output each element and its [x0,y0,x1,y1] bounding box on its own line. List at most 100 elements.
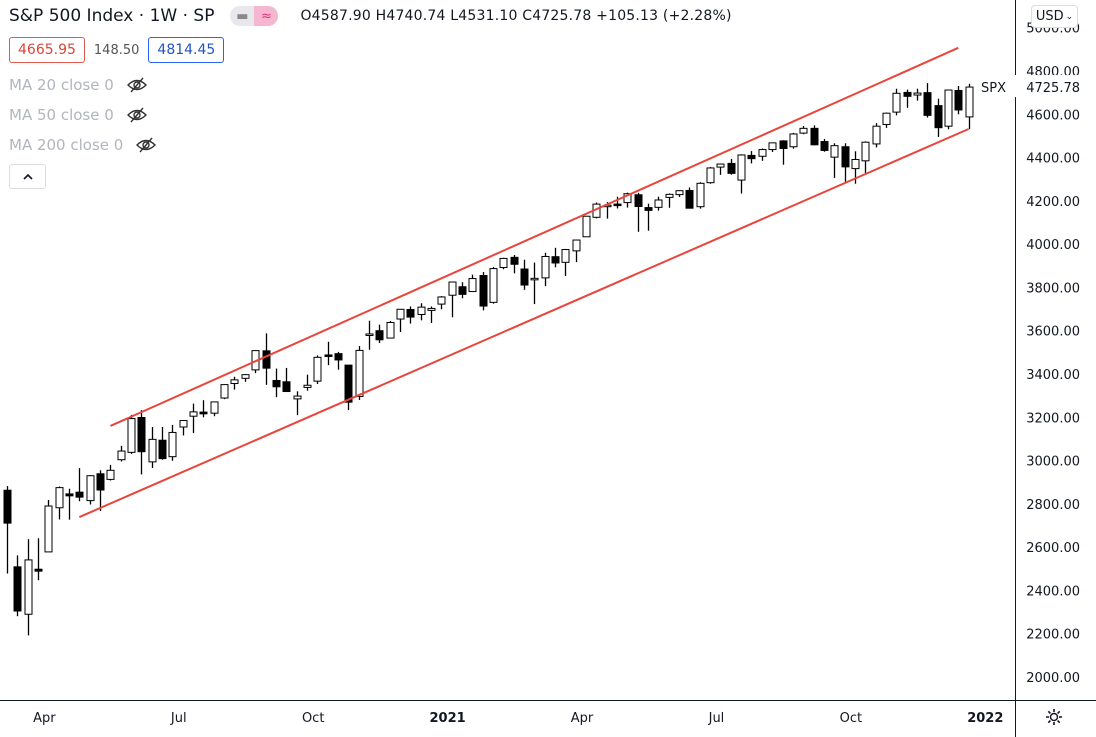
candle[interactable] [417,306,426,315]
buy-price-button[interactable]: 4814.45 [148,37,225,63]
candle[interactable] [644,207,653,211]
candle[interactable] [427,307,436,311]
currency-select[interactable]: USD ⌄ [1031,5,1078,28]
candle[interactable] [551,256,560,264]
candle[interactable] [24,559,33,615]
candle[interactable] [230,379,239,385]
approx-icon[interactable]: ≈ [254,6,279,26]
candle[interactable] [861,141,870,162]
candle[interactable] [344,364,353,403]
candle[interactable] [220,384,229,399]
candle[interactable] [716,163,725,168]
candle[interactable] [727,162,736,174]
candle[interactable] [665,193,674,198]
symbol-title[interactable]: S&P 500 Index · 1W · SP [9,6,215,26]
candle[interactable] [65,493,74,497]
candle[interactable] [634,194,643,207]
candle[interactable] [882,112,891,125]
candle[interactable] [75,491,84,498]
candle[interactable] [148,438,157,463]
candle[interactable] [613,203,622,207]
candle[interactable] [158,439,167,460]
candle[interactable] [44,505,53,553]
candle[interactable] [334,353,343,361]
candle[interactable] [872,125,881,145]
candle[interactable] [3,489,12,524]
candle[interactable] [696,182,705,208]
candle[interactable] [675,190,684,196]
candle[interactable] [199,411,208,415]
candle[interactable] [561,249,570,263]
candle[interactable] [520,268,529,286]
candle[interactable] [768,142,777,151]
channel-trendline[interactable] [109,46,959,427]
minus-icon[interactable]: ▬ [236,8,249,24]
candle[interactable] [572,239,581,252]
candle[interactable] [965,86,974,118]
candle[interactable] [406,309,415,318]
candle[interactable] [468,278,477,293]
candle[interactable] [779,140,788,149]
candle[interactable] [168,431,177,458]
candle[interactable] [355,349,364,398]
candle[interactable] [789,133,798,148]
candle[interactable] [623,193,632,204]
sell-price-button[interactable]: 4665.95 [9,37,85,63]
channel-trendline[interactable] [78,128,970,518]
candle[interactable] [499,257,508,269]
candle[interactable] [189,411,198,417]
candle[interactable] [913,92,922,96]
candle[interactable] [293,395,302,400]
candle[interactable] [541,255,550,279]
candle[interactable] [510,256,519,265]
candle[interactable] [654,199,663,208]
candle[interactable] [747,154,756,160]
indicator-ma[interactable]: MA 200 close 0 [9,136,157,154]
candle[interactable] [386,321,395,339]
candle[interactable] [437,296,446,305]
candle[interactable] [892,92,901,113]
candle[interactable] [272,379,281,388]
settings-gear-icon[interactable] [1044,707,1064,727]
candle[interactable] [241,374,250,379]
candle[interactable] [458,286,467,295]
candle[interactable] [303,384,312,388]
candle[interactable] [810,127,819,146]
candle[interactable] [210,401,219,414]
candle[interactable] [448,281,457,296]
indicator-ma[interactable]: MA 50 close 0 [9,106,148,124]
candle[interactable] [313,356,322,382]
candle[interactable] [830,145,839,158]
candle[interactable] [799,127,808,134]
candle[interactable] [137,417,146,453]
chart-mode-toggle[interactable]: ▬ ≈ [230,6,279,26]
candle[interactable] [934,105,943,129]
candle[interactable] [489,268,498,303]
eye-off-icon[interactable] [126,77,148,93]
candle[interactable] [365,333,374,336]
candle[interactable] [106,469,115,480]
candle[interactable] [55,487,64,509]
eye-off-icon[interactable] [135,137,157,153]
candle[interactable] [324,354,333,357]
collapse-legend-button[interactable] [9,164,46,189]
candle[interactable] [96,473,105,491]
candle[interactable] [117,450,126,461]
indicator-ma[interactable]: MA 20 close 0 [9,76,148,94]
candle[interactable] [582,215,591,238]
candle[interactable] [86,475,95,502]
candle[interactable] [737,154,746,181]
candle[interactable] [13,566,22,612]
candle[interactable] [530,277,539,281]
candle[interactable] [841,146,850,168]
candle[interactable] [903,91,912,97]
candle[interactable] [820,141,829,151]
eye-off-icon[interactable] [126,107,148,123]
candle[interactable] [706,167,715,184]
candle[interactable] [479,275,488,307]
candle[interactable] [375,330,384,341]
candle[interactable] [954,89,963,111]
candle[interactable] [262,350,271,369]
candle[interactable] [923,92,932,116]
